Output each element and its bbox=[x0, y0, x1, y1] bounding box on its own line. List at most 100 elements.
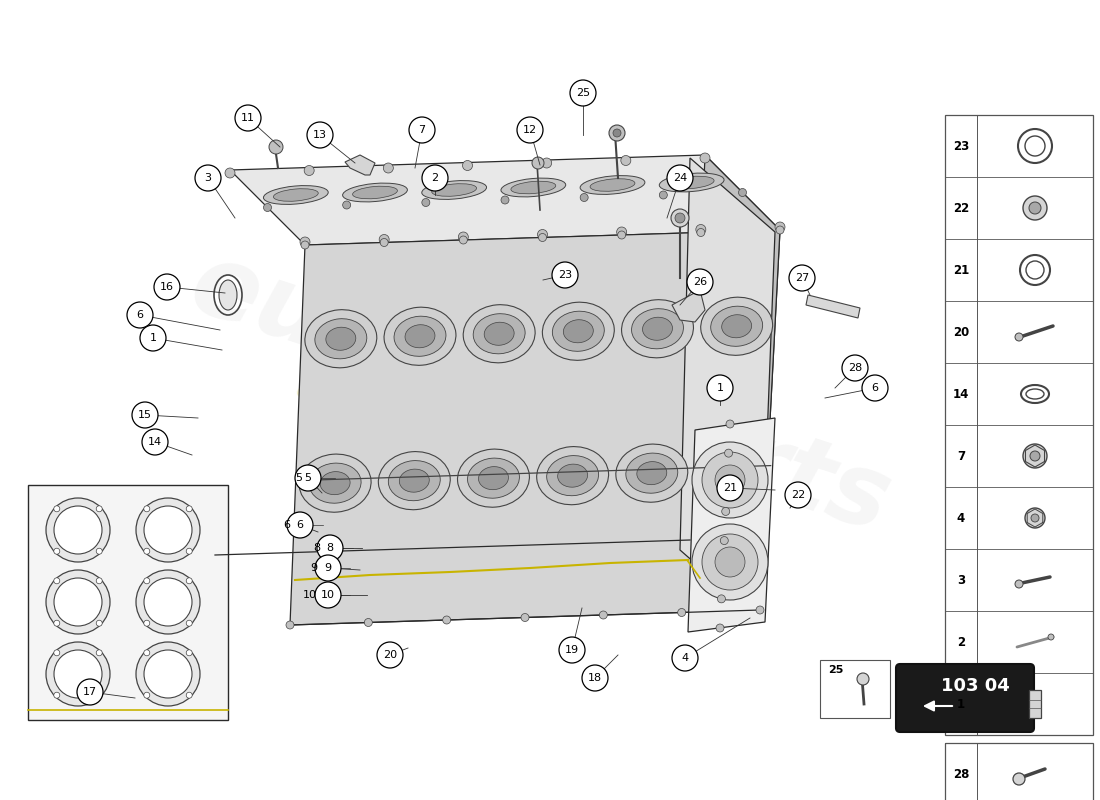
Ellipse shape bbox=[473, 314, 525, 354]
Text: 4: 4 bbox=[681, 653, 689, 663]
Circle shape bbox=[77, 679, 103, 705]
Circle shape bbox=[126, 302, 153, 328]
Circle shape bbox=[315, 582, 341, 608]
Circle shape bbox=[696, 229, 705, 237]
Circle shape bbox=[460, 236, 467, 244]
Text: 12: 12 bbox=[522, 125, 537, 135]
Text: 103 04: 103 04 bbox=[940, 677, 1010, 695]
Ellipse shape bbox=[219, 280, 236, 310]
Circle shape bbox=[287, 512, 314, 538]
Circle shape bbox=[719, 566, 727, 574]
Ellipse shape bbox=[353, 186, 397, 198]
Ellipse shape bbox=[458, 449, 529, 507]
Circle shape bbox=[500, 196, 509, 204]
Circle shape bbox=[580, 194, 588, 202]
Circle shape bbox=[717, 595, 725, 603]
Text: 25: 25 bbox=[828, 665, 844, 675]
Ellipse shape bbox=[378, 451, 450, 510]
Circle shape bbox=[541, 158, 552, 168]
Circle shape bbox=[620, 155, 630, 166]
Polygon shape bbox=[672, 290, 705, 322]
Circle shape bbox=[96, 650, 102, 656]
Text: 14: 14 bbox=[147, 437, 162, 447]
Ellipse shape bbox=[399, 469, 429, 492]
Ellipse shape bbox=[705, 450, 757, 490]
Ellipse shape bbox=[1026, 389, 1044, 399]
Circle shape bbox=[54, 548, 59, 554]
Circle shape bbox=[317, 535, 343, 561]
Circle shape bbox=[195, 165, 221, 191]
Text: 5: 5 bbox=[305, 473, 311, 483]
Circle shape bbox=[1031, 514, 1040, 522]
Circle shape bbox=[300, 237, 310, 247]
Circle shape bbox=[307, 122, 333, 148]
Text: 24: 24 bbox=[673, 173, 688, 183]
Circle shape bbox=[1025, 508, 1045, 528]
Circle shape bbox=[722, 507, 729, 515]
Circle shape bbox=[144, 620, 150, 626]
Text: a passion for cars since 1985: a passion for cars since 1985 bbox=[293, 374, 688, 526]
Text: 17: 17 bbox=[82, 687, 97, 697]
Text: 15: 15 bbox=[138, 410, 152, 420]
Bar bbox=[1028, 690, 1041, 718]
Circle shape bbox=[857, 673, 869, 685]
Circle shape bbox=[702, 452, 758, 508]
Text: eurocarparts: eurocarparts bbox=[178, 236, 902, 554]
Circle shape bbox=[715, 547, 745, 577]
Text: 2: 2 bbox=[431, 173, 439, 183]
Ellipse shape bbox=[315, 318, 366, 359]
Circle shape bbox=[459, 232, 469, 242]
Ellipse shape bbox=[552, 311, 604, 351]
Text: 1: 1 bbox=[150, 333, 156, 343]
Text: 6: 6 bbox=[136, 310, 143, 320]
Ellipse shape bbox=[659, 173, 724, 192]
Text: 13: 13 bbox=[314, 130, 327, 140]
Circle shape bbox=[136, 570, 200, 634]
Circle shape bbox=[789, 265, 815, 291]
Ellipse shape bbox=[421, 181, 486, 199]
Text: 6: 6 bbox=[297, 520, 304, 530]
Circle shape bbox=[144, 506, 192, 554]
Ellipse shape bbox=[326, 327, 355, 350]
Ellipse shape bbox=[468, 458, 519, 498]
Circle shape bbox=[1015, 580, 1023, 588]
Polygon shape bbox=[688, 418, 776, 632]
Ellipse shape bbox=[590, 178, 635, 191]
Circle shape bbox=[226, 168, 235, 178]
Text: 2: 2 bbox=[957, 635, 965, 649]
Circle shape bbox=[96, 620, 102, 626]
Ellipse shape bbox=[394, 316, 446, 356]
Circle shape bbox=[1025, 136, 1045, 156]
Circle shape bbox=[659, 191, 668, 199]
Ellipse shape bbox=[695, 442, 767, 500]
Circle shape bbox=[343, 201, 351, 209]
Ellipse shape bbox=[463, 305, 535, 363]
Circle shape bbox=[715, 465, 745, 495]
Circle shape bbox=[186, 620, 192, 626]
Circle shape bbox=[54, 650, 102, 698]
Circle shape bbox=[295, 465, 321, 491]
Polygon shape bbox=[806, 295, 860, 318]
Circle shape bbox=[1023, 196, 1047, 220]
Circle shape bbox=[305, 166, 315, 175]
Ellipse shape bbox=[542, 302, 614, 360]
Ellipse shape bbox=[547, 455, 598, 496]
FancyBboxPatch shape bbox=[896, 664, 1034, 732]
Text: 5: 5 bbox=[295, 473, 302, 483]
Circle shape bbox=[409, 117, 434, 143]
Circle shape bbox=[517, 117, 543, 143]
Circle shape bbox=[136, 498, 200, 562]
Circle shape bbox=[144, 578, 150, 584]
Polygon shape bbox=[690, 155, 780, 610]
Circle shape bbox=[186, 578, 192, 584]
Ellipse shape bbox=[263, 186, 328, 205]
Circle shape bbox=[756, 606, 764, 614]
Text: 16: 16 bbox=[160, 282, 174, 292]
Circle shape bbox=[738, 189, 747, 197]
Circle shape bbox=[286, 621, 294, 629]
Circle shape bbox=[539, 234, 547, 242]
Text: 7: 7 bbox=[957, 450, 965, 462]
Circle shape bbox=[54, 506, 59, 512]
Circle shape bbox=[462, 161, 473, 170]
Text: 11: 11 bbox=[241, 113, 255, 123]
